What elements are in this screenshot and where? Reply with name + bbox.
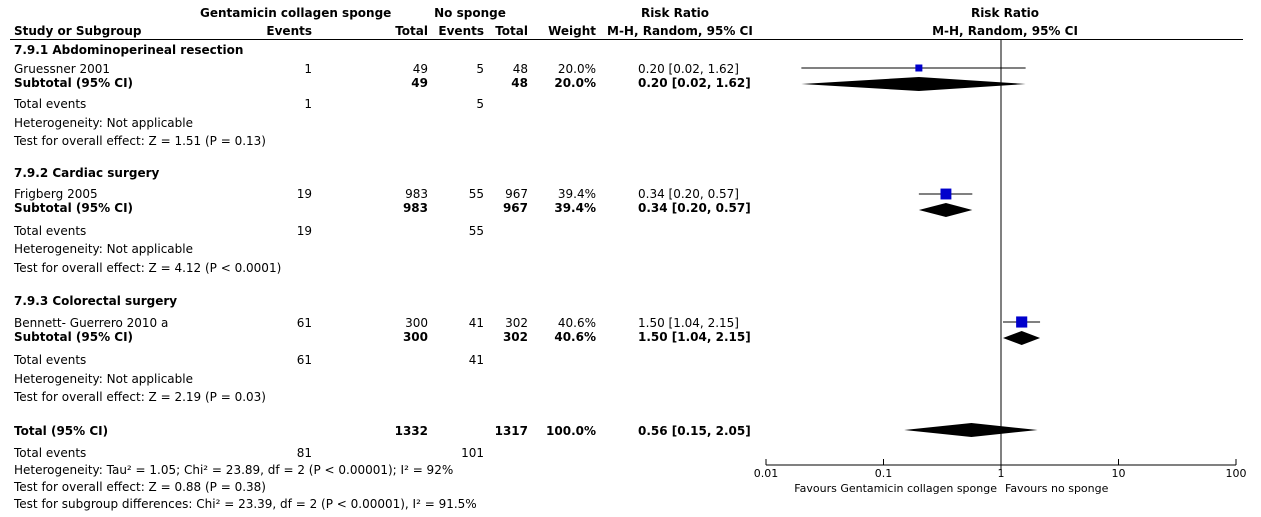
study-total2: 48 — [512, 62, 528, 76]
subtotal-total1: 983 — [402, 201, 428, 215]
favours-left-label: Favours Gentamicin collagen sponge — [794, 482, 997, 495]
plot-method-header: M-H, Random, 95% CI — [932, 24, 1078, 38]
total-weight: 100.0% — [546, 424, 596, 438]
x-tick-label: 10 — [1112, 467, 1126, 480]
study-total1: 300 — [405, 316, 428, 330]
study-total1: 49 — [412, 62, 428, 76]
study-events1: 19 — [296, 187, 312, 201]
study-events2: 5 — [476, 62, 484, 76]
total1-header: Total — [395, 24, 428, 38]
events2-header: Events — [438, 24, 484, 38]
header-rule — [10, 39, 1243, 40]
study-name: Bennett- Guerrero 2010 a — [14, 316, 169, 330]
subtotal-total2: 967 — [502, 201, 528, 215]
study-ci: 0.34 [0.20, 0.57] — [638, 187, 739, 201]
study-marker — [1016, 316, 1028, 328]
total-events2: 5 — [476, 97, 484, 111]
study-weight: 20.0% — [557, 62, 596, 76]
subgroup-differences-text: Test for subgroup differences: Chi² = 23… — [14, 497, 477, 511]
study-ci: 0.20 [0.02, 1.62] — [638, 62, 739, 76]
study-name: Gruessner 2001 — [14, 62, 110, 76]
total-events-label: Total events — [14, 97, 87, 111]
risk-ratio-header: Risk Ratio — [640, 6, 710, 20]
overall-effect-text: Test for overall effect: Z = 4.12 (P < 0… — [14, 261, 282, 275]
total2-header: Total — [495, 24, 528, 38]
group1-header: Gentamicin collagen sponge — [200, 6, 392, 20]
subtotal-total1: 300 — [402, 330, 428, 344]
subtotal-weight: 39.4% — [554, 201, 596, 215]
group-title-3: 7.9.3 Colorectal surgery — [14, 294, 178, 308]
total-events2: 41 — [468, 353, 484, 367]
group-title-1: 7.9.1 Abdominoperineal resection — [14, 43, 244, 57]
study-marker — [940, 188, 952, 200]
study-events1: 61 — [296, 316, 312, 330]
total-overall-effect-text: Test for overall effect: Z = 0.88 (P = 0… — [14, 480, 266, 494]
subtotal-total2: 302 — [502, 330, 528, 344]
total-diamond — [904, 423, 1038, 437]
subtotal-label: Subtotal (95% CI) — [14, 76, 134, 90]
x-tick-label: 100 — [1226, 467, 1247, 480]
heterogeneity-text: Heterogeneity: Not applicable — [14, 372, 193, 386]
overall-effect-text: Test for overall effect: Z = 2.19 (P = 0… — [14, 390, 266, 404]
total-events-label: Total events — [14, 446, 87, 460]
group-title-2: 7.9.2 Cardiac surgery — [14, 166, 160, 180]
study-weight: 40.6% — [557, 316, 596, 330]
events1-header: Events — [266, 24, 312, 38]
total-total2: 1317 — [494, 424, 528, 438]
study-total1: 983 — [405, 187, 428, 201]
study-total2: 967 — [505, 187, 528, 201]
total-events2: 55 — [468, 224, 484, 238]
subtotal-label: Subtotal (95% CI) — [14, 201, 134, 215]
total-events1: 61 — [296, 353, 312, 367]
group2-header: No sponge — [434, 6, 506, 20]
subtotal-diamond — [918, 203, 973, 217]
overall-effect-text: Test for overall effect: Z = 1.51 (P = 0… — [14, 134, 266, 148]
weight-header: Weight — [548, 24, 596, 38]
total-events-label: Total events — [14, 224, 87, 238]
study-name: Frigberg 2005 — [14, 187, 98, 201]
study-events2: 41 — [468, 316, 484, 330]
subtotal-ci: 1.50 [1.04, 2.15] — [638, 330, 751, 344]
subtotal-label: Subtotal (95% CI) — [14, 330, 134, 344]
total-ci: 0.56 [0.15, 2.05] — [638, 424, 751, 438]
x-tick-label: 1 — [998, 467, 1005, 480]
subtotal-weight: 20.0% — [554, 76, 596, 90]
study-weight: 39.4% — [557, 187, 596, 201]
total-label: Total (95% CI) — [14, 424, 109, 438]
total-total1: 1332 — [394, 424, 428, 438]
method-header: M-H, Random, 95% CI — [607, 24, 753, 38]
total-heterogeneity-text: Heterogeneity: Tau² = 1.05; Chi² = 23.89… — [14, 463, 454, 477]
total-events1: 19 — [296, 224, 312, 238]
total-events1: 1 — [304, 97, 312, 111]
subtotal-ci: 0.34 [0.20, 0.57] — [638, 201, 751, 215]
favours-right-label: Favours no sponge — [1005, 482, 1109, 495]
x-tick-label: 0.1 — [875, 467, 893, 480]
subtotal-diamond — [801, 77, 1026, 91]
subtotal-ci: 0.20 [0.02, 1.62] — [638, 76, 751, 90]
study-marker — [915, 64, 923, 72]
subtotal-total2: 48 — [511, 76, 528, 90]
plot-title: Risk Ratio — [970, 6, 1040, 20]
heterogeneity-text: Heterogeneity: Not applicable — [14, 242, 193, 256]
study-events2: 55 — [468, 187, 484, 201]
total-events2: 101 — [461, 446, 484, 460]
heterogeneity-text: Heterogeneity: Not applicable — [14, 116, 193, 130]
subtotal-weight: 40.6% — [554, 330, 596, 344]
subtotal-diamond — [1003, 331, 1041, 345]
subtotal-total1: 49 — [411, 76, 428, 90]
total-events1: 81 — [296, 446, 312, 460]
study-events1: 1 — [304, 62, 312, 76]
x-tick-label: 0.01 — [754, 467, 779, 480]
study-ci: 1.50 [1.04, 2.15] — [638, 316, 739, 330]
study-total2: 302 — [505, 316, 528, 330]
total-events-label: Total events — [14, 353, 87, 367]
study-column-header: Study or Subgroup — [14, 24, 142, 38]
